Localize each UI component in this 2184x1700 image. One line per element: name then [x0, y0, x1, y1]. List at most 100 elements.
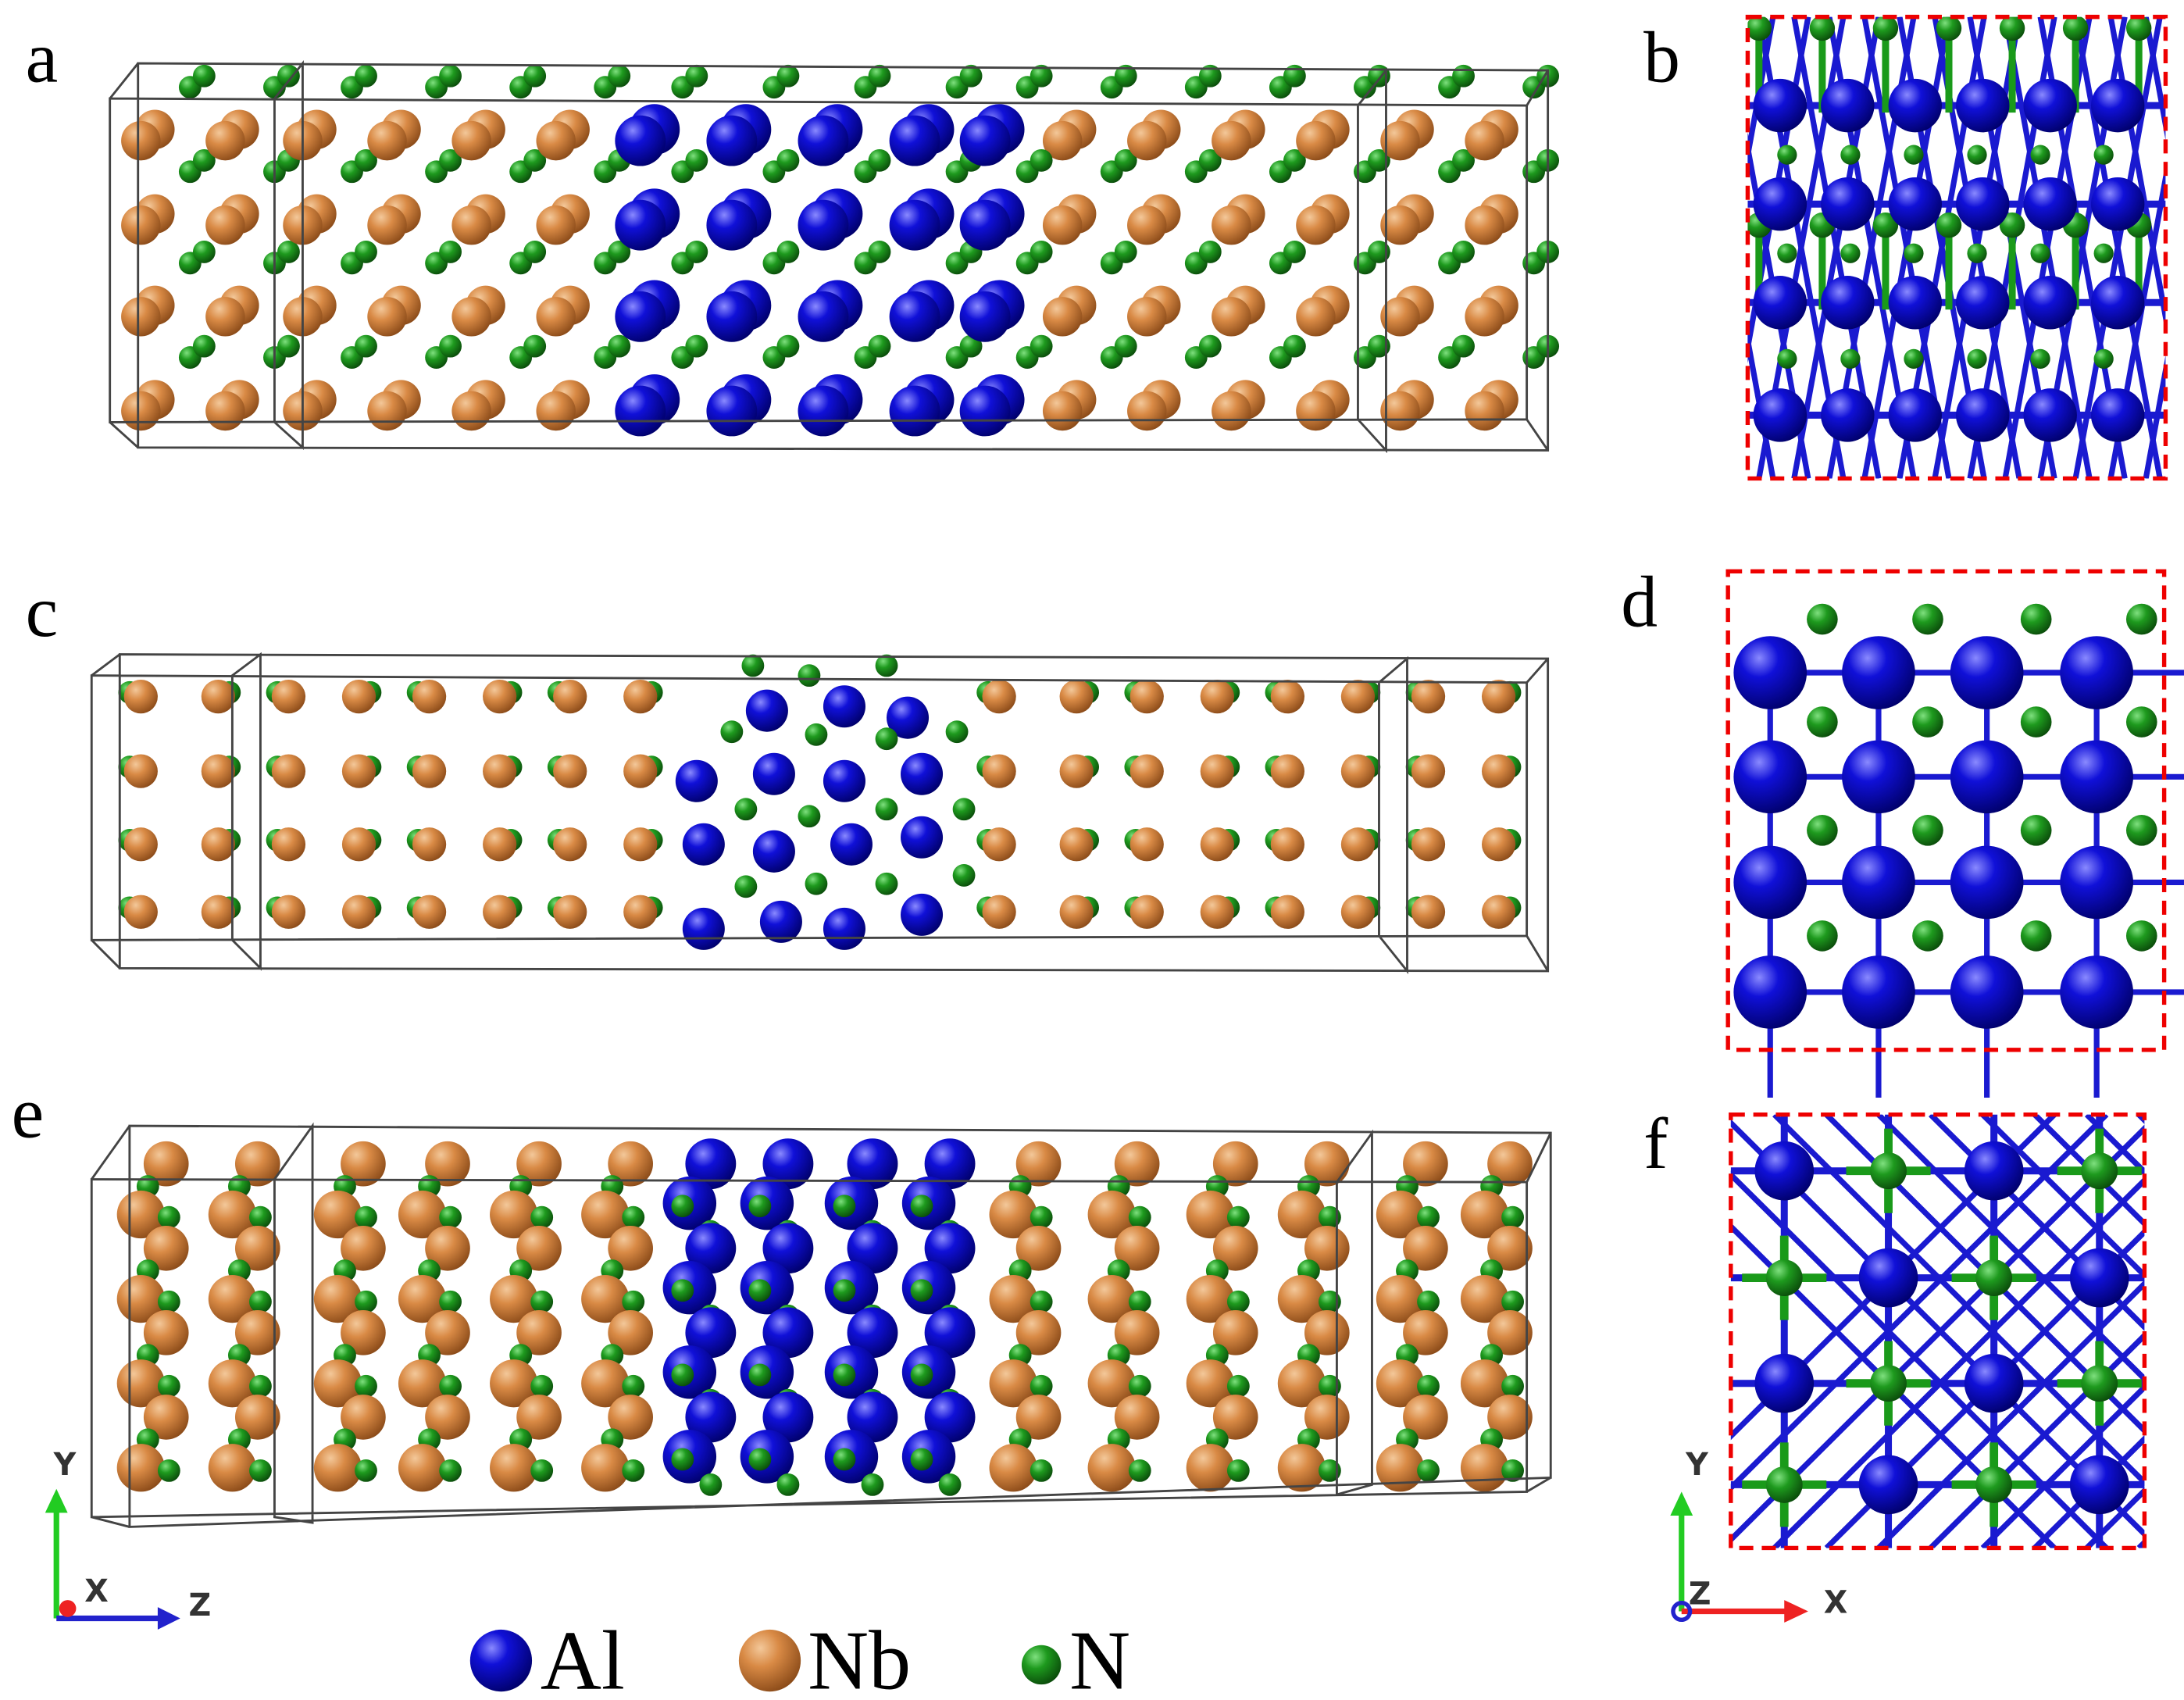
atom: [355, 1205, 377, 1229]
atom: [910, 1195, 933, 1218]
atom: [989, 1359, 1037, 1408]
atom: [490, 1444, 538, 1492]
atom: [516, 1310, 562, 1355]
atom: [982, 895, 1016, 929]
atom: [1319, 1205, 1341, 1229]
atom: [901, 752, 944, 795]
atom: [982, 754, 1016, 788]
atom: [608, 1141, 653, 1187]
atom: [1840, 145, 1861, 165]
atom: [1059, 680, 1094, 714]
atom: [1030, 1205, 1053, 1229]
atom: [536, 205, 576, 245]
atom: [1481, 754, 1516, 788]
atom: [1912, 706, 1943, 738]
atom: [1059, 827, 1094, 862]
atom: [1460, 1275, 1509, 1323]
atom: [982, 680, 1016, 714]
atom: [1304, 1395, 1350, 1440]
atom: [425, 1395, 470, 1440]
atom: [439, 1205, 462, 1229]
atom: [615, 199, 666, 251]
panel-label: e: [12, 1073, 45, 1153]
atom: [192, 334, 216, 358]
atom: [1376, 1359, 1425, 1408]
atom: [1368, 334, 1390, 358]
atom: [924, 1307, 976, 1359]
atom: [157, 1459, 180, 1482]
atom: [699, 1473, 723, 1496]
atom: [2090, 276, 2145, 330]
atom: [483, 680, 517, 714]
atom: [1114, 1225, 1160, 1271]
panel-label: f: [1643, 1104, 1668, 1184]
atom: [910, 1448, 933, 1471]
atom: [398, 1444, 447, 1492]
atom: [1114, 1395, 1160, 1440]
atom: [623, 827, 658, 862]
atom: [887, 696, 930, 739]
atom: [875, 798, 898, 821]
atom: [805, 872, 828, 895]
atom: [2023, 388, 2077, 442]
atom: [1465, 205, 1504, 245]
atom: [823, 685, 865, 728]
atom: [143, 1225, 189, 1271]
atom: [2069, 1455, 2129, 1515]
atom: [1904, 348, 1924, 369]
atom: [959, 334, 983, 358]
atom: [1270, 680, 1304, 714]
atom: [341, 827, 376, 862]
atom: [798, 115, 849, 166]
atom: [341, 1310, 386, 1355]
atom: [530, 1290, 554, 1313]
atom: [530, 1205, 554, 1229]
atom: [1807, 603, 1838, 635]
atom: [608, 1395, 653, 1440]
atom: [1417, 1205, 1440, 1229]
atom: [205, 205, 245, 245]
atom: [889, 385, 940, 437]
atom: [2093, 145, 2114, 165]
atom: [530, 1459, 554, 1482]
atom: [1186, 1190, 1234, 1239]
atom: [798, 664, 821, 688]
atom: [1380, 120, 1420, 161]
atom: [208, 1275, 257, 1323]
atom: [1460, 1190, 1509, 1239]
atom: [1465, 120, 1504, 161]
atom: [1226, 1205, 1250, 1229]
atoms: [116, 16, 2184, 1548]
atom: [1042, 205, 1083, 245]
atom: [1129, 754, 1164, 788]
bond: [2181, 17, 2184, 479]
atom: [1936, 16, 1962, 41]
atom: [1277, 1190, 1326, 1239]
atom: [798, 199, 849, 251]
atom: [734, 875, 758, 898]
atom: [868, 148, 891, 172]
atom: [1030, 64, 1053, 88]
atom: [1030, 148, 1053, 172]
atom: [483, 895, 517, 929]
atom: [889, 199, 940, 251]
atom: [201, 680, 235, 714]
atom: [313, 1359, 362, 1408]
atom: [1304, 1225, 1350, 1271]
atom: [143, 1395, 189, 1440]
atom: [952, 864, 976, 887]
atom: [762, 1307, 814, 1359]
atom: [2023, 177, 2077, 231]
atom: [553, 754, 587, 788]
atom: [439, 148, 462, 172]
atom: [313, 1190, 362, 1239]
atom: [1128, 1374, 1151, 1398]
axis-label: Z: [189, 1588, 212, 1623]
bond: [2143, 16, 2166, 141]
atom: [1198, 148, 1222, 172]
atom: [982, 827, 1016, 862]
atom: [823, 907, 865, 950]
atom: [201, 827, 235, 862]
atom: [1872, 212, 1899, 238]
atom: [1015, 1141, 1062, 1187]
